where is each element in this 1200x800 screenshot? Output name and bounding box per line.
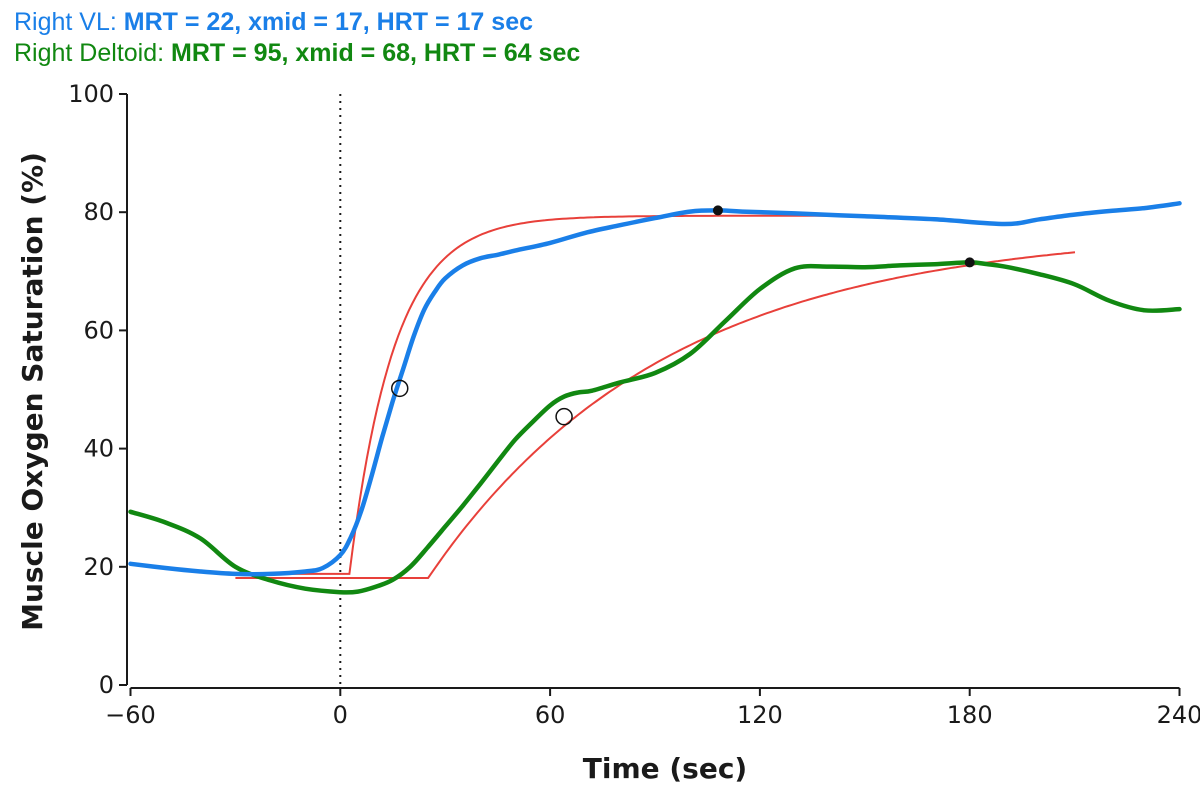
x-tick-label: 0 xyxy=(333,701,348,729)
y-tick-label: 20 xyxy=(83,553,114,581)
subtitle-right-deltoid-stats: MRT = 95, xmid = 68, HRT = 64 sec xyxy=(171,39,581,67)
x-axis-title: Time (sec) xyxy=(583,752,747,785)
y-tick-label: 40 xyxy=(83,435,114,463)
fit-curves xyxy=(235,214,1076,579)
xmid-marker-right-deltoid xyxy=(555,407,573,426)
subtitle-right-vl-prefix: Right VL: xyxy=(14,8,124,36)
mrt-marker-right-deltoid xyxy=(964,257,975,268)
y-axis-title: Muscle Oxygen Saturation (%) xyxy=(16,152,49,631)
subtitle-right-deltoid: Right Deltoid: MRT = 95, xmid = 68, HRT … xyxy=(14,40,580,66)
y-tick-label: 100 xyxy=(68,80,114,108)
subtitle-right-vl-stats: MRT = 22, xmid = 17, HRT = 17 sec xyxy=(123,8,533,36)
mrt-marker-right-vl xyxy=(712,205,723,216)
data-series xyxy=(128,201,1182,595)
series-line-right-vl xyxy=(128,201,1182,577)
subtitle-right-vl: Right VL: MRT = 22, xmid = 17, HRT = 17 … xyxy=(14,9,533,35)
y-tick-label: 60 xyxy=(83,316,114,344)
subtitle-right-deltoid-prefix: Right Deltoid: xyxy=(14,39,172,67)
x-tick-label: 60 xyxy=(535,701,566,729)
fit-curve-right-deltoid xyxy=(235,251,1076,579)
x-tick-label: 180 xyxy=(947,701,993,729)
x-tick-label: 120 xyxy=(737,701,783,729)
y-tick-label: 0 xyxy=(99,671,114,699)
series-line-right-deltoid xyxy=(128,260,1182,595)
x-tick-label: −60 xyxy=(105,701,156,729)
markers xyxy=(390,205,975,426)
y-tick-label: 80 xyxy=(83,198,114,226)
x-tick-label: 240 xyxy=(1157,701,1200,729)
xmid-marker-right-vl xyxy=(390,379,409,398)
fit-curve-right-vl xyxy=(235,214,829,575)
